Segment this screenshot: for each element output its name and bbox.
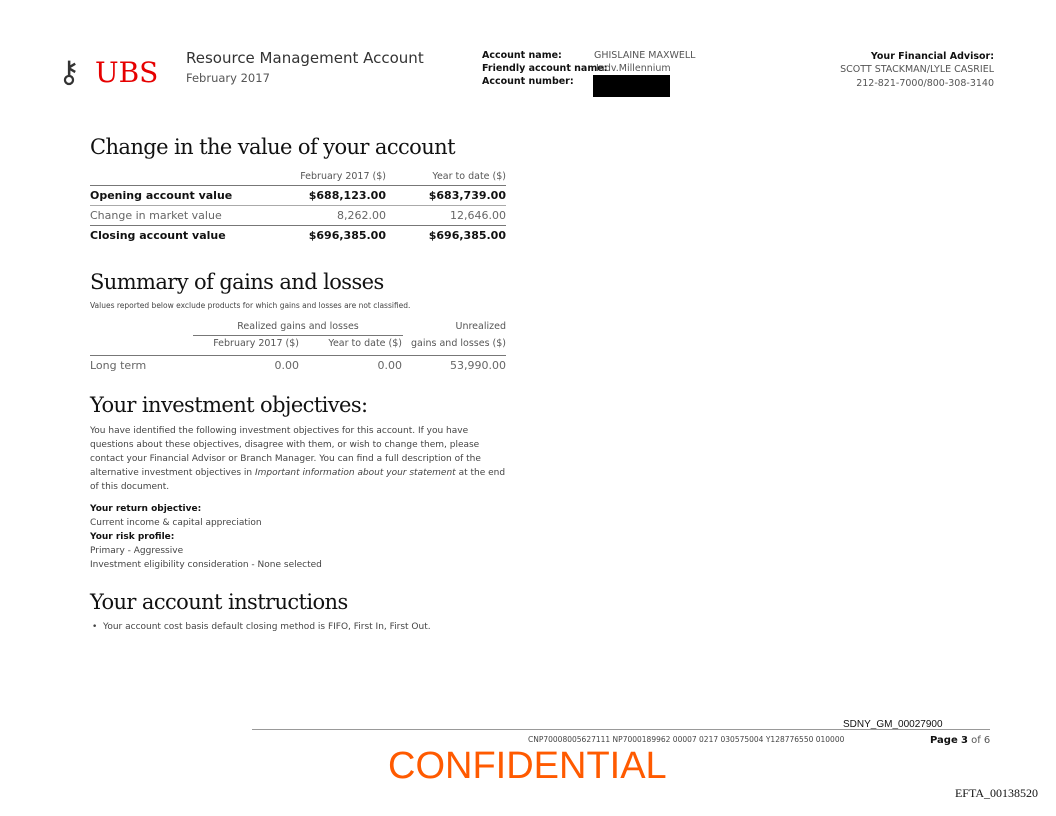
col-header: Year to date ($) [432,171,506,182]
gains-note: Values reported below exclude products f… [90,301,411,310]
table-row: Change in market value 8,262.00 12,646.00 [90,206,506,226]
col-header: February 2017 ($) [300,171,386,182]
table-row: Long term 0.00 0.00 53,990.00 [90,359,506,372]
table-row: Opening account value $688,123.00 $683,739… [90,186,506,206]
confidential-stamp: CONFIDENTIAL [388,745,667,787]
redaction-box [593,75,670,97]
gains-title: Summary of gains and losses [90,270,384,294]
unrealized-header: Unrealized [455,321,506,332]
objectives-paragraph: You have identified the following invest… [90,426,506,492]
statement-period: February 2017 [186,71,270,85]
table-row: Closing account value $696,385.00 $696,385… [90,229,506,242]
change-table: February 2017 ($) Year to date ($) Openin… [90,168,506,245]
bates-number: SDNY_GM_00027900 [843,719,943,730]
change-title: Change in the value of your account [90,135,456,159]
efta-number: EFTA_00138520 [954,786,1038,800]
friendly-name: Indv.Millennium [596,63,671,74]
friendly-name-label: Friendly account name: [482,63,608,74]
account-name-label: Account name: [482,50,562,61]
footer-rule [252,729,990,730]
instructions-title: Your account instructions [90,590,348,614]
statement-title: Resource Management Account [186,49,424,67]
gains-col-headers: February 2017 ($) Year to date ($) gains… [90,338,506,356]
objectives-title: Your investment objectives: [90,393,368,417]
ubs-logo: UBS [95,56,159,89]
ubs-keys-icon: ⚷ [58,55,80,90]
advisor-label: Your Financial Advisor: [870,51,994,62]
account-name: GHISLAINE MAXWELL [594,50,696,61]
realized-header: Realized gains and losses [193,321,403,336]
footer-code: CNP70008005627111 NP7000189962 00007 021… [528,735,845,744]
advisor-phone: 212-821-7000/800-308-3140 [856,78,994,89]
account-number-label: Account number: [482,76,574,87]
objectives-details: Your return objective: Current income & … [90,504,322,570]
page-number: Page 3 of 6 [930,735,991,746]
advisor-names: SCOTT STACKMAN/LYLE CASRIEL [840,64,994,75]
list-item: • Your account cost basis default closin… [92,622,431,632]
